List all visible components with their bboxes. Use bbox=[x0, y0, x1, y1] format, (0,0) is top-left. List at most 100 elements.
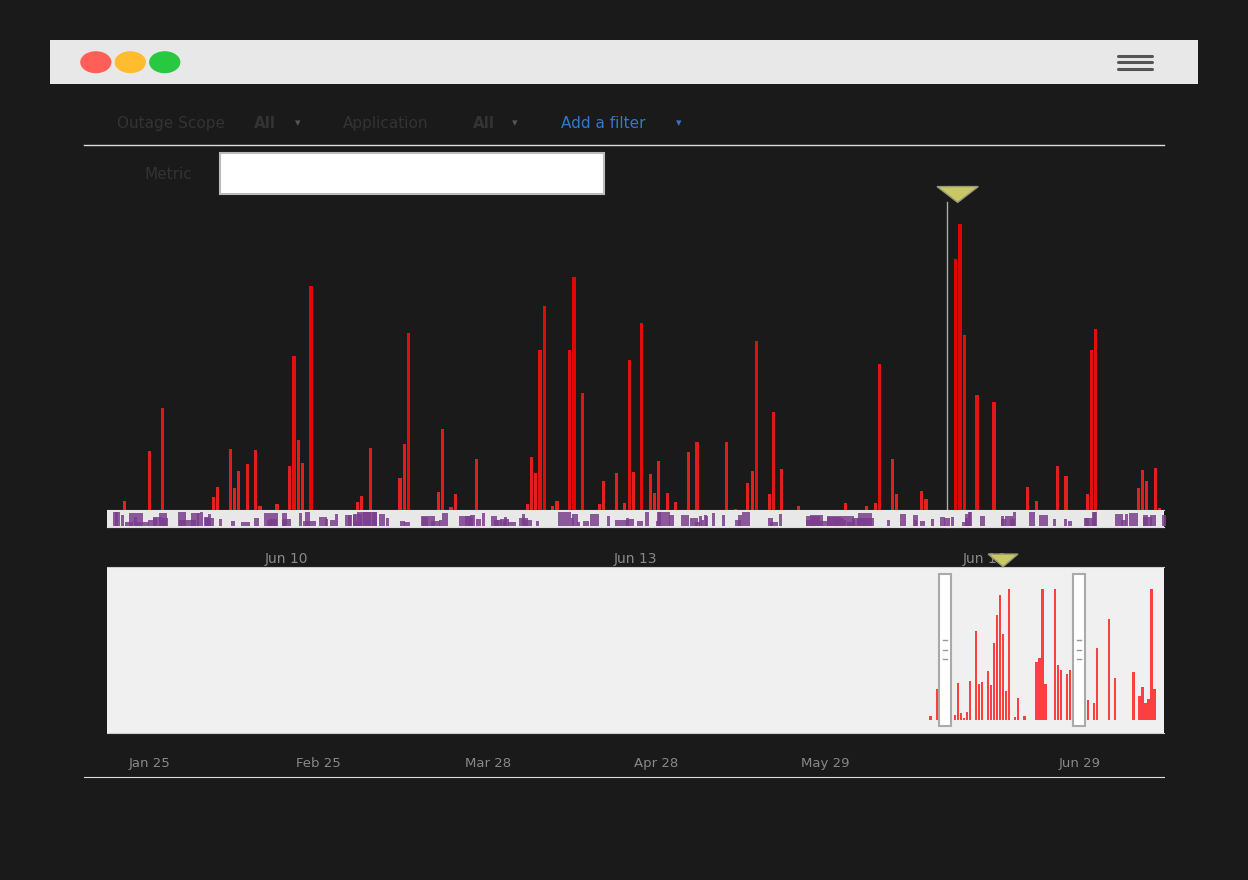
Bar bbox=[656, 511, 670, 525]
Text: All: All bbox=[473, 115, 494, 131]
Bar bbox=[129, 513, 142, 525]
Bar bbox=[1001, 519, 1006, 525]
Bar bbox=[121, 515, 125, 525]
Bar bbox=[931, 518, 935, 525]
Bar bbox=[1085, 518, 1093, 525]
Bar bbox=[379, 514, 384, 525]
Text: Jun 13: Jun 13 bbox=[614, 552, 658, 566]
Bar bbox=[981, 682, 983, 720]
Bar bbox=[482, 513, 484, 525]
Text: Jun 16: Jun 16 bbox=[962, 552, 1006, 566]
Bar bbox=[191, 520, 196, 525]
Bar bbox=[474, 459, 478, 510]
Bar bbox=[1038, 658, 1041, 720]
Bar bbox=[1036, 662, 1037, 720]
Bar bbox=[1072, 714, 1075, 720]
Bar bbox=[771, 412, 775, 510]
Bar bbox=[1017, 698, 1020, 720]
Bar bbox=[583, 521, 589, 525]
Bar bbox=[864, 520, 869, 525]
Bar bbox=[1090, 349, 1093, 510]
Text: May 29: May 29 bbox=[801, 757, 850, 770]
Bar bbox=[713, 513, 715, 525]
Bar bbox=[960, 714, 962, 720]
Bar bbox=[422, 517, 428, 525]
Bar bbox=[372, 511, 377, 525]
Bar bbox=[475, 519, 480, 525]
Bar bbox=[470, 515, 475, 525]
Bar bbox=[746, 483, 750, 510]
Bar bbox=[504, 517, 507, 525]
Circle shape bbox=[150, 52, 180, 72]
Bar bbox=[936, 689, 937, 720]
Bar bbox=[1068, 670, 1071, 720]
Bar bbox=[859, 513, 872, 525]
Bar bbox=[638, 521, 643, 525]
Bar bbox=[705, 516, 708, 525]
Bar bbox=[538, 349, 542, 510]
Bar bbox=[500, 519, 509, 525]
Bar bbox=[494, 520, 499, 525]
Bar bbox=[220, 518, 222, 525]
Bar bbox=[820, 521, 829, 525]
Bar bbox=[208, 514, 211, 525]
Bar bbox=[891, 459, 894, 510]
Bar bbox=[441, 429, 444, 510]
Bar bbox=[1008, 589, 1011, 720]
Bar bbox=[806, 517, 815, 525]
Bar bbox=[940, 517, 945, 525]
Bar bbox=[200, 512, 203, 525]
Text: Feb 25: Feb 25 bbox=[296, 757, 341, 770]
Bar bbox=[1096, 649, 1098, 720]
Bar bbox=[590, 514, 599, 525]
Bar bbox=[530, 457, 533, 510]
Bar bbox=[1162, 516, 1166, 525]
Bar bbox=[615, 520, 629, 525]
Bar bbox=[768, 517, 773, 525]
Bar bbox=[525, 504, 529, 510]
Bar bbox=[844, 503, 847, 510]
Bar bbox=[1144, 703, 1147, 720]
Bar bbox=[1066, 674, 1068, 720]
Bar bbox=[1075, 652, 1077, 720]
Bar bbox=[570, 518, 574, 525]
Text: Servers: Servers bbox=[240, 165, 317, 183]
Bar bbox=[704, 515, 706, 525]
Bar bbox=[519, 518, 528, 525]
Bar bbox=[459, 516, 473, 525]
Bar bbox=[288, 466, 291, 510]
Bar bbox=[1085, 518, 1090, 525]
Bar bbox=[568, 349, 572, 510]
Text: Mar 28: Mar 28 bbox=[464, 757, 510, 770]
Bar bbox=[267, 519, 272, 525]
Bar bbox=[305, 511, 310, 525]
FancyBboxPatch shape bbox=[107, 567, 1163, 733]
Bar bbox=[623, 503, 626, 510]
Text: Outage Scope: Outage Scope bbox=[116, 115, 225, 131]
Bar bbox=[1143, 516, 1148, 525]
Bar bbox=[1045, 684, 1047, 720]
Bar bbox=[840, 516, 854, 525]
Text: Jan 25: Jan 25 bbox=[129, 757, 171, 770]
Bar bbox=[1056, 466, 1060, 510]
Bar bbox=[962, 335, 966, 510]
Bar bbox=[965, 518, 968, 525]
Bar bbox=[962, 718, 965, 720]
Bar bbox=[895, 494, 899, 510]
Bar bbox=[978, 684, 980, 720]
Bar bbox=[852, 519, 855, 525]
Bar bbox=[334, 514, 338, 525]
Bar bbox=[1065, 476, 1067, 510]
Text: ▾: ▾ bbox=[675, 118, 681, 128]
Text: Jun 10: Jun 10 bbox=[265, 552, 308, 566]
Bar bbox=[955, 259, 957, 510]
Bar bbox=[1108, 619, 1111, 720]
Bar bbox=[297, 440, 300, 510]
Bar bbox=[1060, 670, 1062, 720]
Bar bbox=[695, 442, 699, 510]
Bar bbox=[1158, 509, 1161, 510]
Bar bbox=[421, 516, 434, 525]
Bar bbox=[1002, 634, 1005, 720]
Bar bbox=[1092, 512, 1097, 525]
Bar bbox=[874, 503, 877, 510]
